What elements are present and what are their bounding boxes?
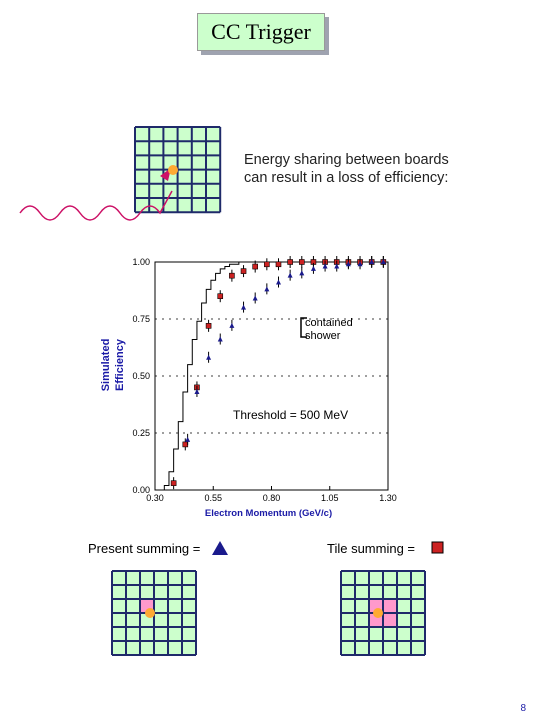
- electron-track-wave: [19, 190, 173, 221]
- y-tick-label: 0.25: [132, 428, 150, 438]
- triangle-data-point: [275, 279, 281, 285]
- y-axis-label-line1: Simulated: [100, 339, 112, 392]
- note-line-2: can result in a loss of efficiency:: [244, 170, 449, 186]
- triangle-marker-icon: [212, 541, 228, 555]
- x-tick-label: 0.80: [263, 493, 281, 503]
- square-data-point: [170, 480, 177, 486]
- y-tick-label: 1.00: [132, 257, 150, 267]
- x-tick-label: 0.55: [204, 493, 222, 503]
- triangle-data-point: [357, 261, 363, 267]
- y-tick-label: 0.50: [132, 371, 150, 381]
- y-axis-label-line2: Efficiency: [114, 338, 126, 391]
- square-data-point: [217, 293, 224, 300]
- triangle-data-point: [369, 259, 375, 264]
- present-summing-grid: [111, 570, 197, 656]
- x-axis-label: Electron Momentum (GeV/c): [205, 508, 332, 519]
- square-data-point: [205, 323, 212, 329]
- x-tick-label: 1.05: [321, 493, 339, 503]
- efficiency-chart: 0.00 0.25 0.50 0.75 1.00 0.30 0.55 0.80 1.05 1.30…: [100, 256, 397, 519]
- present-summing-label: Present summing =: [88, 541, 201, 556]
- triangle-data-point: [241, 304, 247, 310]
- square-data-point: [252, 263, 258, 270]
- triangle-data-point: [229, 322, 235, 328]
- square-data-point: [298, 259, 305, 265]
- contained-shower-label-line2: shower: [305, 330, 341, 342]
- hit-point-icon: [168, 165, 178, 175]
- triangle-data-point: [206, 354, 212, 360]
- top-grid-graphic: [19, 126, 222, 221]
- contained-shower-step-line: [159, 261, 388, 491]
- triangle-data-point: [264, 286, 270, 292]
- triangle-data-point: [380, 259, 386, 264]
- triangle-data-point: [322, 263, 328, 269]
- triangle-data-point: [345, 261, 351, 267]
- square-data-point: [264, 261, 270, 268]
- triangle-data-point: [334, 263, 340, 269]
- note-line-1: Energy sharing between boards: [244, 152, 449, 168]
- triangle-data-point: [287, 272, 293, 278]
- y-tick-label: 0.75: [132, 314, 150, 324]
- x-tick-label: 1.30: [379, 493, 397, 503]
- efficiency-note: Energy sharing between boards can result…: [244, 151, 494, 187]
- triangle-data-point: [217, 336, 223, 342]
- hit-point-icon: [373, 608, 383, 618]
- tile-summing-grid: [340, 570, 426, 656]
- square-data-point: [229, 272, 235, 279]
- bracket-mark: [300, 317, 307, 338]
- contained-shower-label-line1: contained: [305, 317, 353, 329]
- square-data-point: [275, 261, 282, 268]
- page-number: 8: [520, 703, 526, 714]
- slide-title: CC Trigger: [197, 13, 325, 51]
- hit-point-icon: [145, 608, 155, 618]
- x-tick-label: 0.30: [146, 493, 164, 503]
- triangle-data-point: [252, 295, 258, 301]
- triangle-data-point: [185, 436, 191, 442]
- triangle-data-point: [310, 265, 316, 271]
- square-data-point: [240, 268, 247, 274]
- square-data-point: [287, 259, 293, 265]
- tile-summing-label: Tile summing =: [327, 541, 416, 556]
- y-tick-label: 0.00: [132, 485, 150, 495]
- triangle-data-point: [194, 388, 200, 394]
- triangle-data-point: [299, 270, 305, 276]
- threshold-label: Threshold = 500 MeV: [233, 408, 348, 422]
- square-marker-icon: [431, 541, 444, 554]
